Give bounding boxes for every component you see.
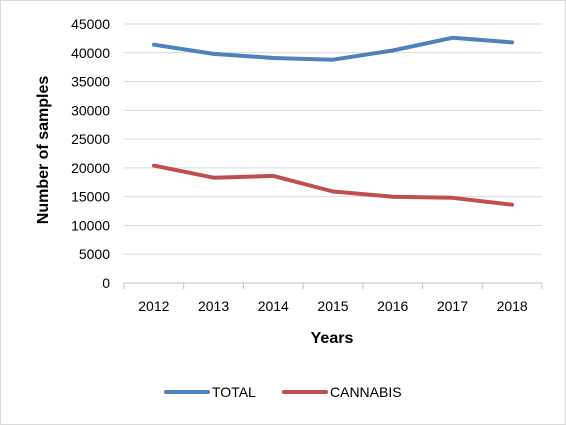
y-axis-title: Number of samples [35,76,52,225]
series-line-cannabis [151,163,515,207]
x-tick-label: 2013 [198,298,229,314]
x-tick-label: 2015 [317,298,348,314]
gridlines [124,23,542,255]
x-tick-label: 2016 [377,298,408,314]
y-tick-label: 10000 [71,217,110,233]
x-tick-labels: 2012 2013 2014 2015 2016 2017 2018 [138,298,528,314]
y-tick-label: 0 [102,275,110,291]
legend: TOTAL CANNABIS [164,384,402,400]
y-tick-labels: 0 5000 10000 15000 20000 25000 30000 35000 40000… [71,16,110,291]
y-tick-label: 15000 [71,189,110,205]
series-line-total [151,35,515,62]
y-tick-label: 5000 [79,246,110,262]
legend-label-total: TOTAL [212,384,256,400]
axes [123,282,543,289]
y-tick-label: 35000 [71,74,110,90]
y-tick-label: 20000 [71,160,110,176]
y-tick-label: 25000 [71,131,110,147]
y-tick-label: 40000 [71,45,110,61]
x-tick-label: 2018 [497,298,528,314]
x-axis-title: Years [311,330,354,347]
legend-label-cannabis: CANNABIS [330,384,402,400]
y-tick-label: 45000 [71,16,110,32]
x-tick-label: 2017 [437,298,468,314]
x-tick-label: 2012 [138,298,169,314]
series-lines [151,35,515,207]
y-tick-label: 30000 [71,102,110,118]
x-tick-label: 2014 [258,298,289,314]
